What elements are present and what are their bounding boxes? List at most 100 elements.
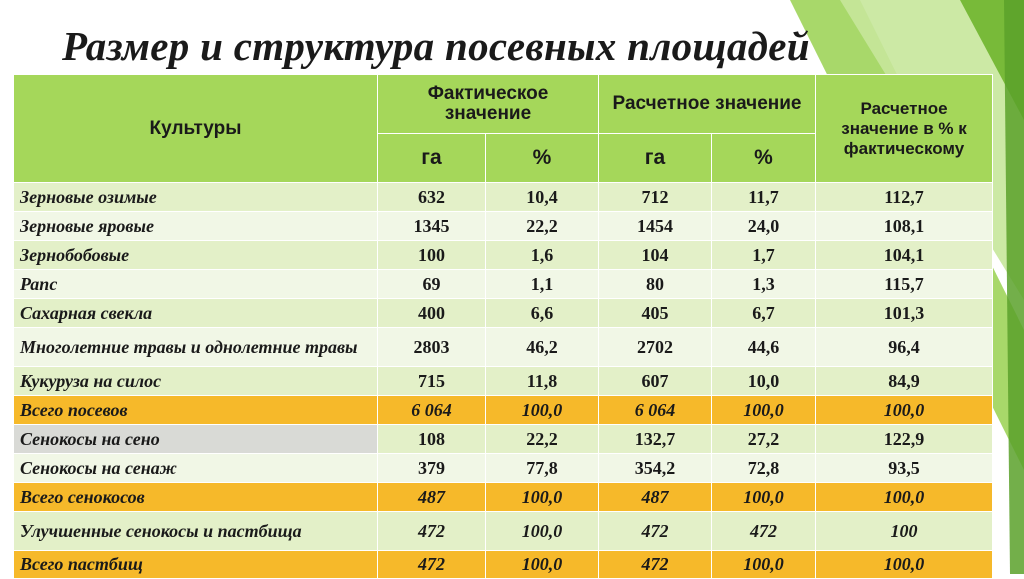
cell-ratio: 104,1: [815, 240, 994, 270]
table-row: Зерновые яровые 1345 22,2 1454 24,0 108,…: [13, 211, 994, 241]
cell-ratio: 101,3: [815, 298, 994, 328]
header-calc: Расчетное значение: [597, 74, 817, 134]
cell-ratio: 100,0: [815, 550, 994, 579]
cell-actual-pct: 46,2: [485, 327, 599, 367]
cell-calc-pct: 1,3: [710, 269, 817, 299]
cell-actual-pct: 10,4: [485, 182, 599, 212]
row-name: Зерновые озимые: [13, 182, 378, 212]
cell-actual-ha: 400: [377, 298, 486, 328]
cell-actual-pct: 1,1: [485, 269, 599, 299]
cell-calc-pct: 24,0: [710, 211, 817, 241]
cell-actual-ha: 100: [377, 240, 486, 270]
cell-actual-pct: 22,2: [485, 211, 599, 241]
cell-calc-pct: 11,7: [710, 182, 817, 212]
cell-calc-pct: 6,7: [710, 298, 817, 328]
cell-actual-ha: 632: [377, 182, 486, 212]
table-row: Зернобобовые 100 1,6 104 1,7 104,1: [13, 240, 994, 270]
header-actual-pct: %: [485, 133, 599, 183]
header-actual: Фактическое значение: [377, 74, 599, 134]
table-row: Многолетние травы и однолетние травы 280…: [13, 327, 994, 367]
page-title: Размер и структура посевных площадей: [62, 23, 810, 69]
cell-actual-ha: 69: [377, 269, 486, 299]
table-row: Кукуруза на силос 715 11,8 607 10,0 84,9: [13, 366, 994, 396]
table-row-total: Всего посевов 6 064 100,0 6 064 100,0 10…: [13, 395, 994, 425]
cell-actual-ha: 715: [377, 366, 486, 396]
crop-area-table: Культуры Фактическое значение Расчетное …: [13, 74, 994, 579]
cell-actual-pct: 22,2: [485, 424, 599, 454]
table-row: Сенокосы на сено 108 22,2 132,7 27,2 122…: [13, 424, 994, 454]
row-name: Улучшенные сенокосы и пастбища: [13, 511, 378, 551]
cell-ratio: 100,0: [815, 482, 994, 512]
header-calc-pct: %: [710, 133, 817, 183]
cell-actual-pct: 1,6: [485, 240, 599, 270]
row-name: Сенокосы на сенаж: [13, 453, 378, 483]
cell-actual-pct: 100,0: [485, 511, 599, 551]
cell-calc-pct: 100,0: [710, 550, 817, 579]
cell-ratio: 100,0: [815, 395, 994, 425]
table-row: Улучшенные сенокосы и пастбища 472 100,0…: [13, 511, 994, 551]
cell-actual-ha: 108: [377, 424, 486, 454]
cell-actual-pct: 6,6: [485, 298, 599, 328]
table-row: Зерновые озимые 632 10,4 712 11,7 112,7: [13, 182, 994, 212]
cell-calc-pct: 44,6: [710, 327, 817, 367]
row-name: Сенокосы на сено: [13, 424, 378, 454]
cell-calc-pct: 100,0: [710, 395, 817, 425]
cell-calc-ha: 104: [598, 240, 712, 270]
cell-calc-pct: 72,8: [710, 453, 817, 483]
cell-actual-ha: 472: [377, 511, 486, 551]
table-row: Сенокосы на сенаж 379 77,8 354,2 72,8 93…: [13, 453, 994, 483]
cell-ratio: 122,9: [815, 424, 994, 454]
cell-calc-ha: 1454: [598, 211, 712, 241]
cell-calc-pct: 472: [710, 511, 817, 551]
cell-calc-ha: 405: [598, 298, 712, 328]
table-row-total: Всего сенокосов 487 100,0 487 100,0 100,…: [13, 482, 994, 512]
row-name: Кукуруза на силос: [13, 366, 378, 396]
row-name: Зернобобовые: [13, 240, 378, 270]
cell-calc-ha: 607: [598, 366, 712, 396]
cell-actual-ha: 472: [377, 550, 486, 579]
cell-ratio: 108,1: [815, 211, 994, 241]
header-actual-ha: га: [377, 133, 486, 183]
header-calc-ha: га: [598, 133, 712, 183]
cell-actual-ha: 487: [377, 482, 486, 512]
cell-calc-ha: 2702: [598, 327, 712, 367]
row-name: Многолетние травы и однолетние травы: [13, 327, 378, 367]
cell-calc-pct: 10,0: [710, 366, 817, 396]
row-name: Всего посевов: [13, 395, 378, 425]
cell-actual-ha: 1345: [377, 211, 486, 241]
cell-calc-ha: 354,2: [598, 453, 712, 483]
cell-ratio: 112,7: [815, 182, 994, 212]
row-name: Рапс: [13, 269, 378, 299]
cell-calc-pct: 100,0: [710, 482, 817, 512]
row-name: Всего сенокосов: [13, 482, 378, 512]
cell-calc-pct: 27,2: [710, 424, 817, 454]
cell-ratio: 96,4: [815, 327, 994, 367]
row-name: Сахарная свекла: [13, 298, 378, 328]
cell-calc-ha: 80: [598, 269, 712, 299]
cell-actual-pct: 11,8: [485, 366, 599, 396]
cell-ratio: 84,9: [815, 366, 994, 396]
header-ratio: Расчетное значение в % к фактическому: [815, 74, 994, 183]
cell-calc-ha: 472: [598, 550, 712, 579]
cell-actual-ha: 6 064: [377, 395, 486, 425]
cell-actual-pct: 100,0: [485, 550, 599, 579]
cell-actual-pct: 100,0: [485, 395, 599, 425]
cell-calc-ha: 472: [598, 511, 712, 551]
table-row: Рапс 69 1,1 80 1,3 115,7: [13, 269, 994, 299]
cell-ratio: 115,7: [815, 269, 994, 299]
cell-calc-ha: 487: [598, 482, 712, 512]
cell-actual-ha: 2803: [377, 327, 486, 367]
table-row-total: Всего пастбищ 472 100,0 472 100,0 100,0: [13, 550, 994, 579]
cell-actual-ha: 379: [377, 453, 486, 483]
cell-ratio: 93,5: [815, 453, 994, 483]
cell-calc-pct: 1,7: [710, 240, 817, 270]
cell-calc-ha: 132,7: [598, 424, 712, 454]
cell-calc-ha: 712: [598, 182, 712, 212]
row-name: Всего пастбищ: [13, 550, 378, 579]
cell-actual-pct: 100,0: [485, 482, 599, 512]
header-culture: Культуры: [13, 74, 378, 183]
cell-actual-pct: 77,8: [485, 453, 599, 483]
cell-calc-ha: 6 064: [598, 395, 712, 425]
cell-ratio: 100: [815, 511, 994, 551]
row-name: Зерновые яровые: [13, 211, 378, 241]
